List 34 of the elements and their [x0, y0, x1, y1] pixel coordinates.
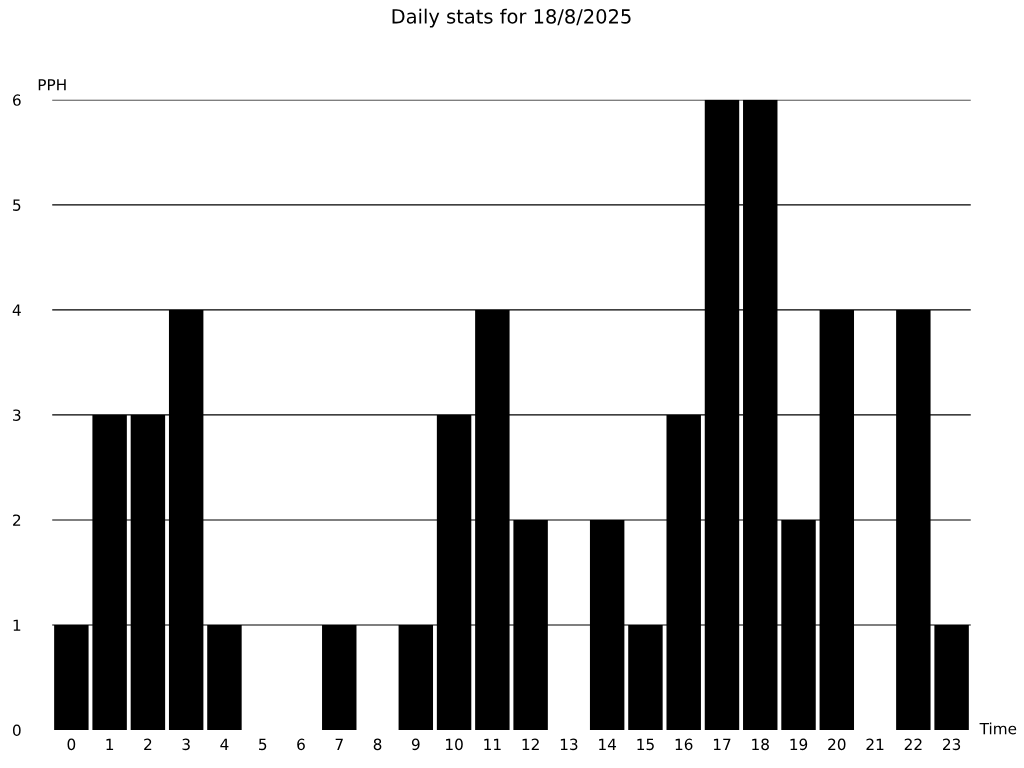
- x-tick-label: 23: [943, 738, 961, 751]
- y-tick-label: 0: [12, 724, 21, 737]
- y-axis-title: PPH: [38, 79, 66, 91]
- x-tick-label: 9: [411, 738, 420, 751]
- x-tick-label: 13: [560, 738, 578, 751]
- x-tick-label: 20: [828, 738, 846, 751]
- x-tick-label: 19: [790, 738, 808, 751]
- x-tick-label: 21: [866, 738, 884, 750]
- y-tick-label: 1: [13, 619, 21, 631]
- x-tick-label: 12: [522, 738, 539, 750]
- y-tick-label: 6: [13, 94, 21, 106]
- x-tick-label: 17: [713, 738, 731, 750]
- x-tick-label: 10: [446, 738, 463, 751]
- x-tick-label: 1: [106, 738, 114, 750]
- y-tick-label: 5: [13, 199, 21, 211]
- x-tick-label: 6: [297, 738, 305, 751]
- x-tick-label: 5: [259, 738, 267, 751]
- x-tick-label: 16: [675, 738, 693, 751]
- x-tick-label: 4: [220, 738, 229, 750]
- x-tick-label: 0: [67, 738, 76, 751]
- y-tick-label: 2: [13, 514, 21, 526]
- x-tick-label: 8: [373, 738, 382, 751]
- x-tick-label: 22: [904, 738, 922, 750]
- x-tick-label: 18: [752, 738, 769, 751]
- x-tick-label: 7: [335, 738, 343, 750]
- y-tick-label: 3: [13, 409, 21, 421]
- x-tick-label: 11: [484, 738, 501, 750]
- chart-title: Daily stats for 18/8/2025: [392, 8, 631, 28]
- x-tick-label: 14: [599, 738, 617, 750]
- x-tick-label: 3: [182, 738, 190, 751]
- x-axis-title: Time: [979, 722, 1017, 735]
- y-tick-label: 4: [12, 304, 21, 316]
- x-tick-label: 15: [637, 738, 654, 751]
- x-tick-label: 2: [144, 738, 152, 750]
